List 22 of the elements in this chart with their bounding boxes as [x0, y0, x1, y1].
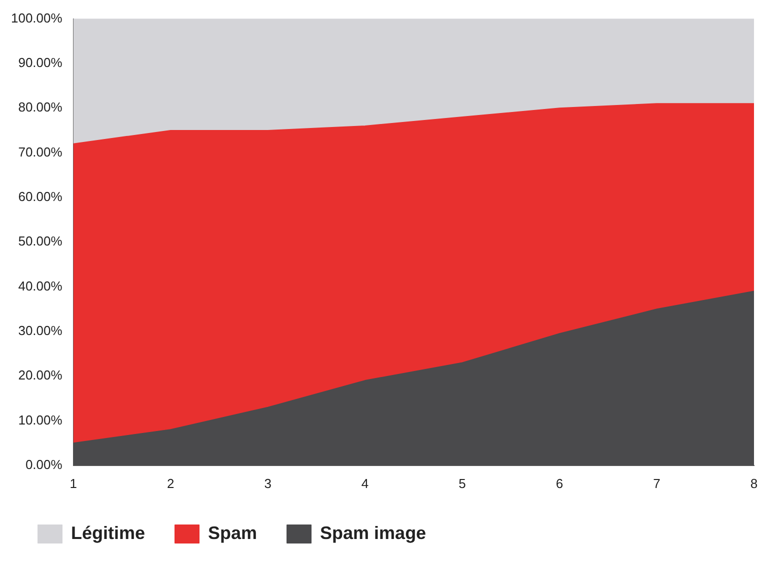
y-tick-label: 30.00% — [18, 323, 63, 338]
legend-label: Légitime — [71, 522, 146, 543]
y-tick-label: 10.00% — [18, 412, 63, 428]
y-tick-label: 0.00% — [25, 456, 63, 472]
legend-label: Spam — [208, 522, 258, 543]
x-tick-label: 5 — [458, 476, 466, 491]
y-tick-label: 50.00% — [18, 234, 63, 249]
x-tick-label: 4 — [361, 476, 369, 491]
y-tick-label: 40.00% — [18, 278, 63, 294]
y-tick-label: 60.00% — [18, 189, 63, 204]
x-tick-label: 1 — [70, 476, 77, 491]
legend-label: Spam image — [320, 522, 426, 543]
x-tick-label: 8 — [750, 476, 758, 491]
y-tick-label: 70.00% — [18, 144, 63, 160]
x-tick-label: 7 — [653, 476, 660, 491]
x-tick-label: 2 — [166, 476, 174, 491]
x-tick-label: 6 — [556, 476, 564, 491]
x-tick-label: 3 — [264, 476, 272, 491]
y-tick-label: 100.00% — [10, 10, 63, 26]
y-tick-label: 80.00% — [18, 100, 63, 115]
y-tick-label: 20.00% — [18, 368, 63, 383]
y-tick-label: 90.00% — [18, 55, 63, 70]
